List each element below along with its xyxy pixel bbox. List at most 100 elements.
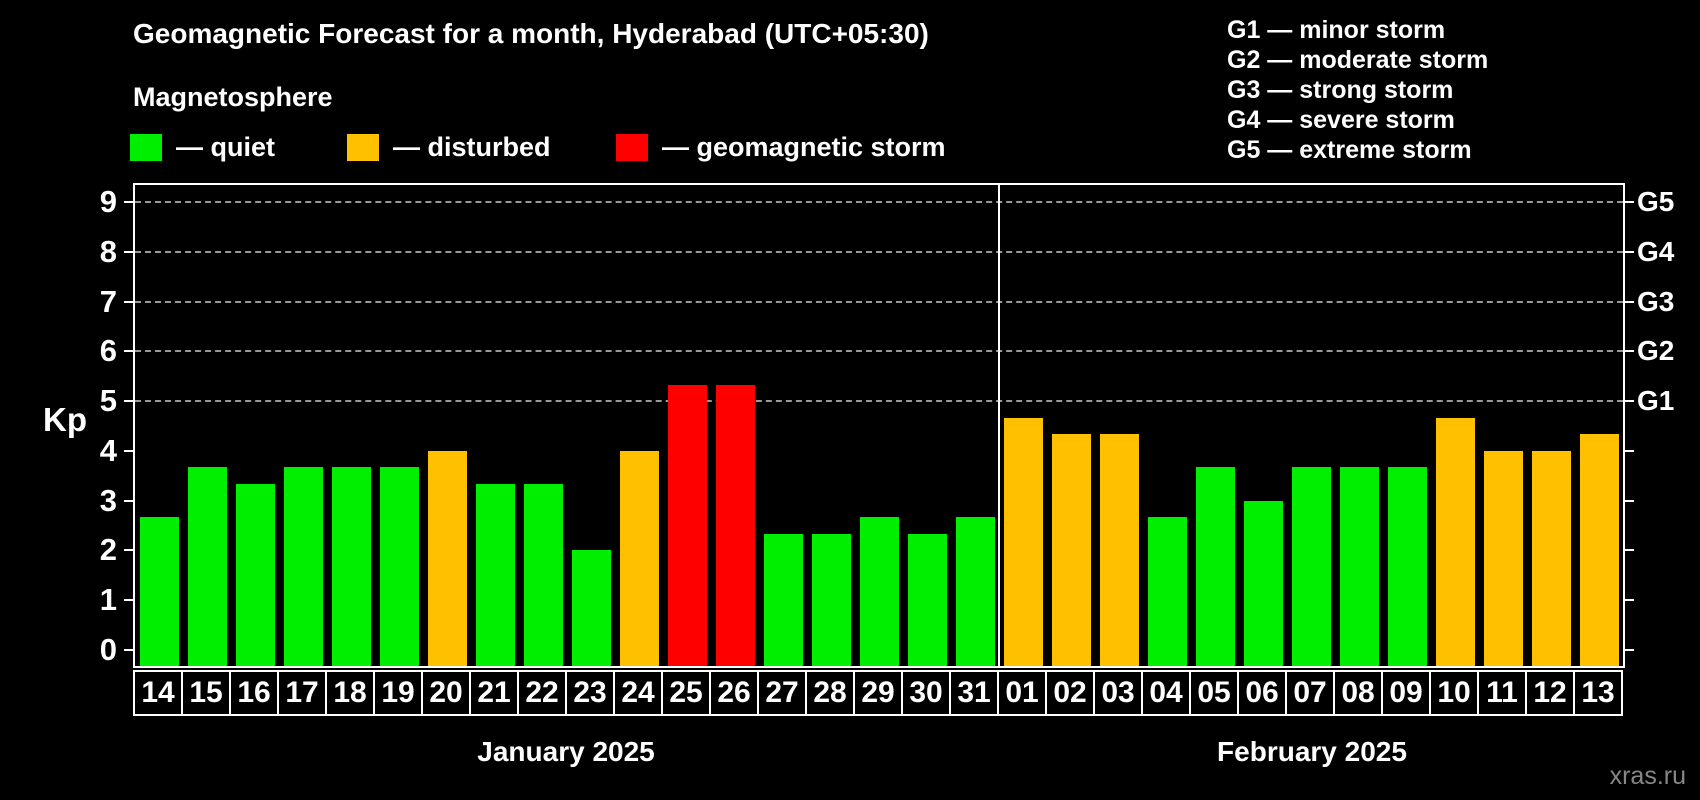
y-tick-label-6: 6 — [99, 333, 117, 369]
right-axis-label-g1: G1 — [1637, 385, 1675, 417]
storm-scale-g4: G4 — severe storm — [1227, 106, 1455, 134]
x-label-07: 07 — [1285, 670, 1335, 716]
kp-bar-23 — [571, 550, 611, 666]
legend-label-storm: — geomagnetic storm — [662, 131, 946, 162]
x-label-03: 03 — [1093, 670, 1143, 716]
y-tick-right-5 — [1625, 400, 1634, 403]
storm-scale-g3: G3 — strong storm — [1227, 76, 1454, 104]
legend-label-disturbed: — disturbed — [393, 131, 551, 162]
kp-bar-03 — [1099, 434, 1139, 666]
month-divider — [998, 185, 1000, 666]
kp-bar-28 — [811, 534, 851, 666]
x-label-17: 17 — [277, 670, 327, 716]
disturbed-swatch-icon — [347, 133, 379, 161]
kp-bar-14 — [139, 517, 179, 666]
kp-bar-07 — [1291, 467, 1331, 666]
x-label-22: 22 — [517, 670, 567, 716]
x-label-09: 09 — [1381, 670, 1431, 716]
x-label-24: 24 — [613, 670, 663, 716]
y-tick-right-9 — [1625, 200, 1634, 203]
kp-bar-04 — [1147, 517, 1187, 666]
kp-bar-25 — [667, 384, 707, 666]
magnetosphere-label: Magnetosphere — [133, 82, 333, 112]
page-title: Geomagnetic Forecast for a month, Hydera… — [133, 18, 929, 49]
kp-bar-18 — [331, 467, 371, 666]
gridline-kp9 — [135, 200, 1623, 203]
y-tick-left-6 — [124, 350, 133, 353]
kp-bar-05 — [1195, 467, 1235, 666]
x-label-26: 26 — [709, 670, 759, 716]
y-tick-right-6 — [1625, 350, 1634, 353]
kp-bar-12 — [1531, 450, 1571, 666]
x-label-16: 16 — [229, 670, 279, 716]
kp-bar-08 — [1339, 467, 1379, 666]
kp-bar-13 — [1579, 434, 1619, 666]
x-label-02: 02 — [1045, 670, 1095, 716]
quiet-swatch-icon — [130, 133, 162, 161]
y-tick-left-1 — [124, 599, 133, 602]
y-tick-label-2: 2 — [99, 532, 117, 568]
plot-area: Kp 0 1 2 3 4 5 6 7 8 9 G1 G2 G3 G4 G5 — [43, 183, 1674, 668]
y-tick-left-3 — [124, 499, 133, 502]
kp-bar-11 — [1483, 450, 1523, 666]
month-label-0: January 2025 — [477, 736, 655, 767]
x-label-20: 20 — [421, 670, 471, 716]
y-tick-right-0 — [1625, 649, 1634, 651]
x-label-19: 19 — [373, 670, 423, 716]
x-axis-label-row: 14 15 16 17 18 19 20 21 22 23 24 25 26 27 28 29 30 31 01 02… — [133, 670, 1625, 716]
y-tick-right-3 — [1625, 499, 1634, 502]
x-label-28: 28 — [805, 670, 855, 716]
x-label-25: 25 — [661, 670, 711, 716]
y-tick-left-9 — [124, 200, 133, 203]
gridline-kp6 — [135, 350, 1623, 353]
y-tick-label-7: 7 — [99, 283, 117, 319]
x-label-31: 31 — [949, 670, 999, 716]
storm-scale-g1: G1 — minor storm — [1227, 16, 1446, 44]
y-tick-left-0 — [124, 649, 133, 651]
gridline-kp5 — [135, 400, 1623, 403]
y-tick-right-4 — [1625, 449, 1634, 452]
legend-item-quiet: — quiet — [130, 131, 275, 162]
x-label-18: 18 — [325, 670, 375, 716]
x-label-15: 15 — [181, 670, 231, 716]
x-label-08: 08 — [1333, 670, 1383, 716]
kp-bar-16 — [235, 484, 275, 666]
kp-bar-21 — [475, 484, 515, 666]
y-tick-right-7 — [1625, 300, 1634, 303]
x-label-10: 10 — [1429, 670, 1479, 716]
x-label-01: 01 — [997, 670, 1047, 716]
y-tick-right-2 — [1625, 549, 1634, 552]
kp-bar-31 — [955, 517, 995, 666]
kp-bar-19 — [379, 467, 419, 666]
x-label-21: 21 — [469, 670, 519, 716]
x-label-29: 29 — [853, 670, 903, 716]
storm-scale-g2: G2 — moderate storm — [1227, 46, 1489, 74]
kp-bar-17 — [283, 467, 323, 666]
kp-bar-02 — [1051, 434, 1091, 666]
kp-bar-20 — [427, 450, 467, 666]
x-label-05: 05 — [1189, 670, 1239, 716]
x-label-13: 13 — [1573, 670, 1623, 716]
right-axis-label-g2: G2 — [1637, 335, 1675, 367]
legend-item-storm: — geomagnetic storm — [616, 131, 946, 162]
kp-bar-22 — [523, 484, 563, 666]
storm-swatch-icon — [616, 133, 648, 161]
y-tick-label-0: 0 — [99, 632, 117, 667]
kp-bar-09 — [1387, 467, 1427, 666]
kp-bar-30 — [907, 534, 947, 666]
kp-bar-29 — [859, 517, 899, 666]
y-tick-left-8 — [124, 250, 133, 253]
storm-scale-g5: G5 — extreme storm — [1227, 136, 1472, 164]
legend-label-quiet: — quiet — [176, 131, 275, 162]
y-tick-left-4 — [124, 449, 133, 452]
x-label-06: 06 — [1237, 670, 1287, 716]
right-axis-label-g3: G3 — [1637, 285, 1675, 317]
y-tick-label-9: 9 — [99, 183, 117, 219]
y-tick-left-5 — [124, 400, 133, 403]
storm-scale-legend: G1 — minor storm G2 — moderate storm G3 … — [1227, 15, 1488, 165]
y-tick-label-3: 3 — [99, 482, 117, 518]
x-label-30: 30 — [901, 670, 951, 716]
y-tick-label-8: 8 — [99, 233, 117, 269]
y-axis-title: Kp — [43, 401, 87, 438]
